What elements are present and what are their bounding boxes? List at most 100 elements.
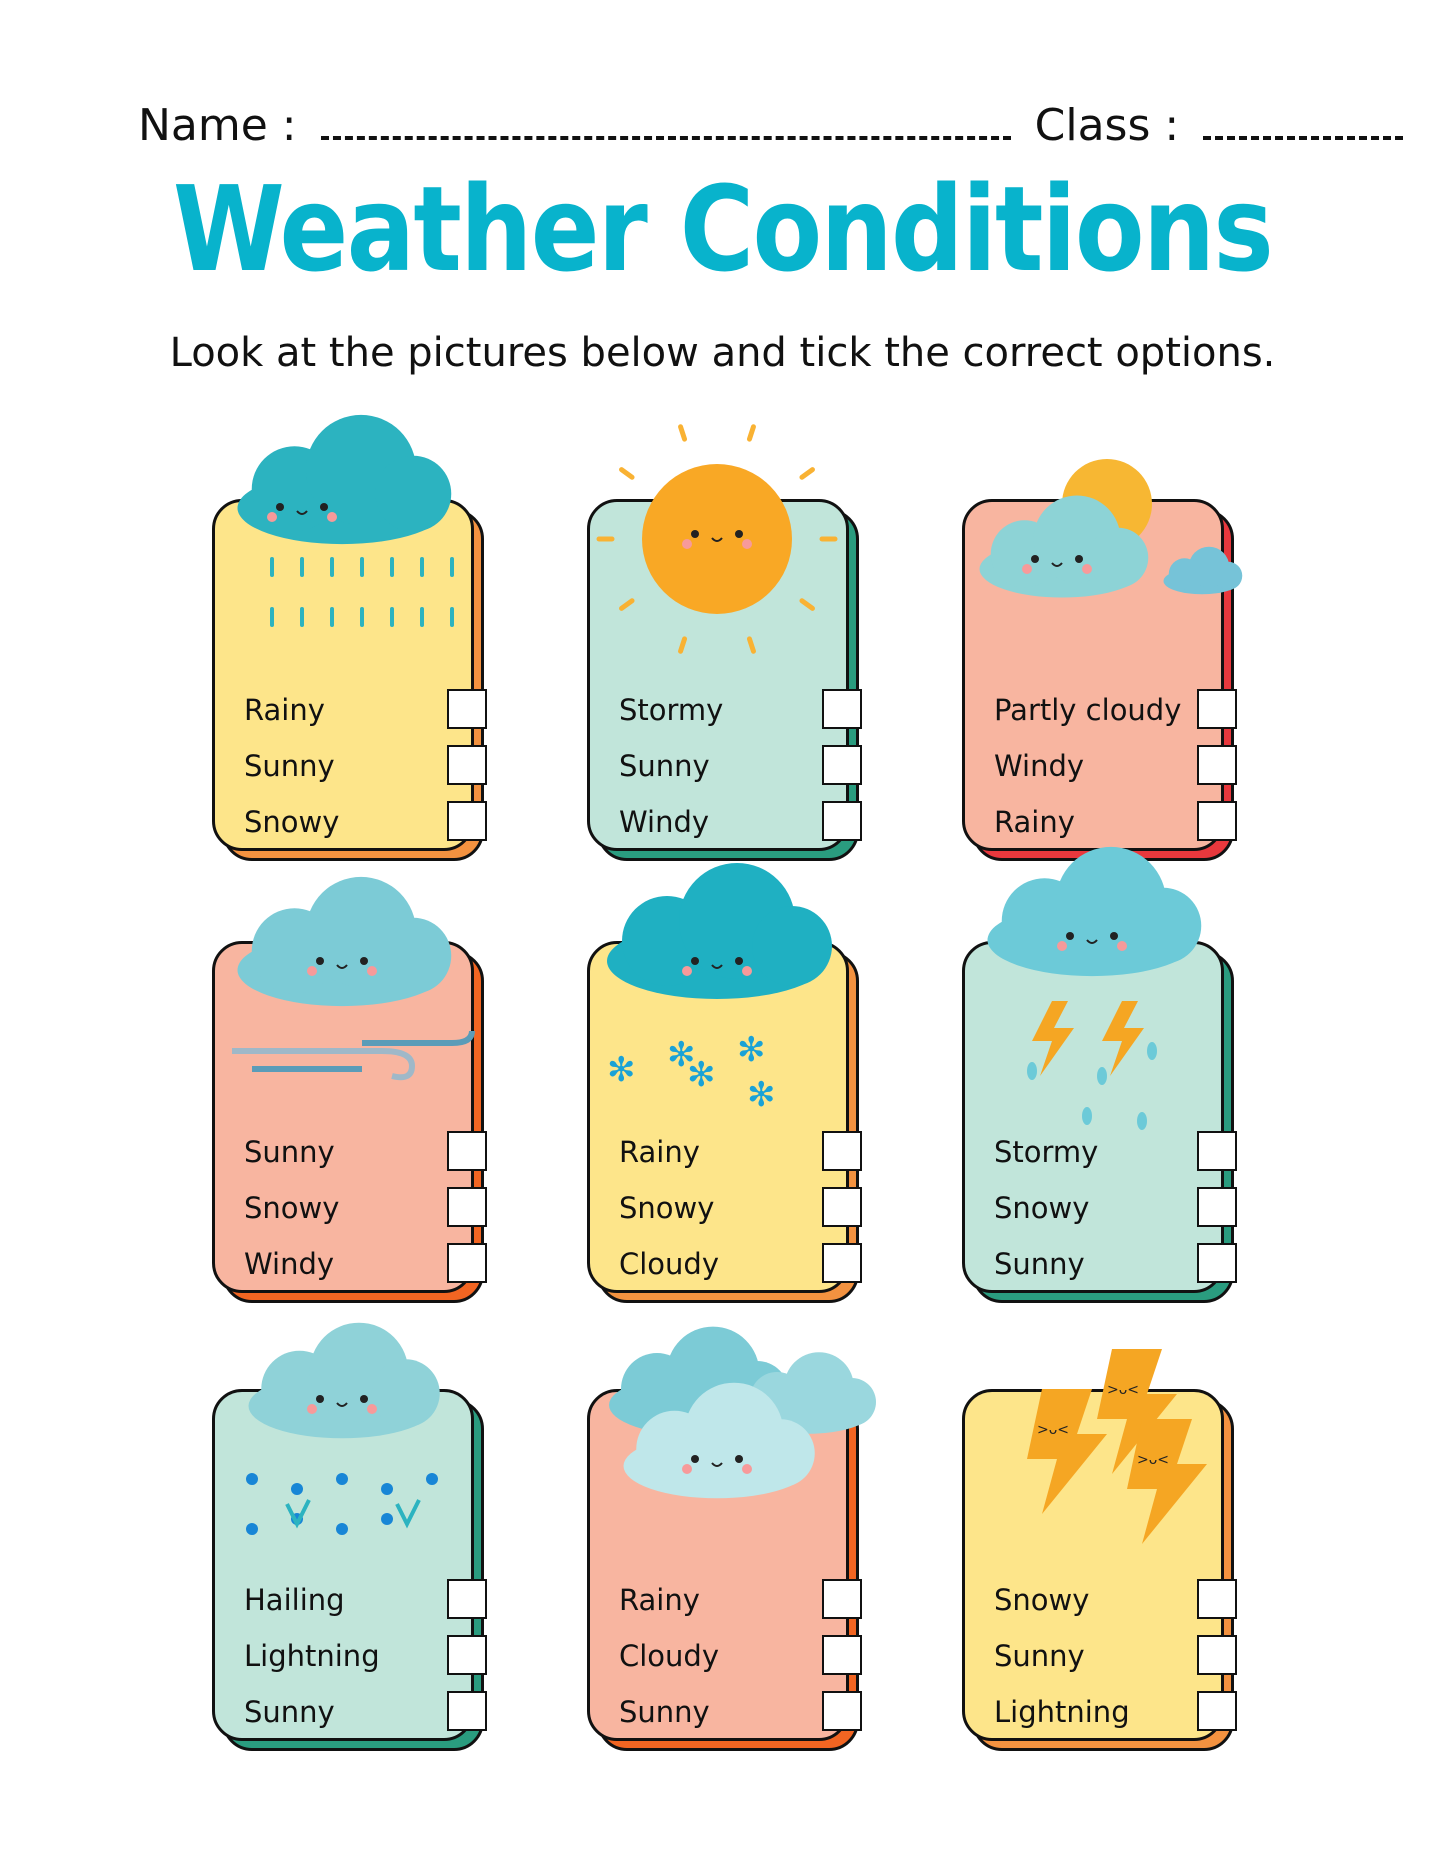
option-row: Windy (994, 745, 1237, 789)
option-row: Snowy (994, 1579, 1237, 1623)
option-row: Windy (619, 801, 862, 845)
option-checkbox[interactable] (447, 1691, 487, 1731)
option-row: Partly cloudy (994, 689, 1237, 733)
class-label: Class : (1034, 100, 1180, 151)
svg-text:>ᴗ<: >ᴗ< (1137, 1452, 1169, 1468)
rain-cloud-icon (237, 414, 454, 627)
card-body (587, 941, 849, 1293)
option-label: Snowy (619, 1191, 715, 1225)
option-label: Cloudy (619, 1247, 719, 1281)
class-field[interactable] (1203, 130, 1404, 140)
option-label: Snowy (244, 1191, 340, 1225)
option-label: Stormy (994, 1135, 1099, 1169)
svg-text:>ᴗ<: >ᴗ< (1107, 1382, 1139, 1398)
option-row: Sunny (619, 745, 862, 789)
option-row: Sunny (244, 1691, 487, 1735)
option-label: Snowy (244, 805, 340, 839)
option-row: Sunny (994, 1243, 1237, 1287)
option-label: Partly cloudy (994, 693, 1182, 727)
option-checkbox[interactable] (1197, 1243, 1237, 1283)
option-checkbox[interactable] (822, 1579, 862, 1619)
student-info-line: Name : Class : (138, 100, 1404, 151)
option-row: Lightning (994, 1691, 1237, 1735)
option-checkbox[interactable] (1197, 1187, 1237, 1227)
option-row: Hailing (244, 1579, 487, 1623)
option-label: Sunny (994, 1639, 1085, 1673)
name-field[interactable] (320, 130, 1011, 140)
lightning-icon: >ᴗ< >ᴗ< >ᴗ< (1027, 1349, 1207, 1544)
option-label: Sunny (244, 1695, 335, 1729)
option-checkbox[interactable] (822, 801, 862, 841)
option-checkbox[interactable] (822, 1187, 862, 1227)
svg-text:>ᴗ<: >ᴗ< (1037, 1422, 1069, 1438)
option-checkbox[interactable] (1197, 745, 1237, 785)
option-row: Lightning (244, 1635, 487, 1679)
snow-cloud-icon: ✻ ✻✻ ✻✻ (607, 863, 832, 1115)
svg-text:✻: ✻ (747, 1075, 776, 1115)
option-row: Cloudy (619, 1635, 862, 1679)
option-label: Snowy (994, 1191, 1090, 1225)
option-checkbox[interactable] (447, 801, 487, 841)
card-body (962, 941, 1224, 1293)
option-label: Windy (994, 749, 1085, 783)
svg-text:✻: ✻ (667, 1035, 696, 1075)
option-checkbox[interactable] (822, 689, 862, 729)
option-row: Sunny (994, 1635, 1237, 1679)
option-row: Snowy (619, 1187, 862, 1231)
weather-card: Rainy Cloudy Sunny (587, 1326, 876, 1751)
option-checkbox[interactable] (1197, 1579, 1237, 1619)
option-label: Rainy (244, 693, 325, 727)
option-checkbox[interactable] (1197, 801, 1237, 841)
option-row: Snowy (994, 1187, 1237, 1231)
option-label: Stormy (619, 693, 724, 727)
svg-text:✻: ✻ (737, 1030, 766, 1070)
option-label: Snowy (994, 1583, 1090, 1617)
instructions: Look at the pictures below and tick the … (169, 330, 1276, 376)
option-checkbox[interactable] (1197, 1691, 1237, 1731)
weather-card: ✻ ✻ ✻ ✻ ✻ Rainy Snowy Cloudy (587, 863, 862, 1303)
option-row: Snowy (244, 801, 487, 845)
option-checkbox[interactable] (1197, 689, 1237, 729)
weather-card: Partly cloudy Windy Rainy (962, 459, 1243, 861)
option-checkbox[interactable] (822, 745, 862, 785)
option-checkbox[interactable] (447, 1635, 487, 1675)
option-checkbox[interactable] (447, 1131, 487, 1171)
weather-card: >ᴗ< >ᴗ< >ᴗ< Snowy Sunny Lightning (962, 1349, 1237, 1751)
weather-card: Stormy Sunny Windy (587, 424, 862, 861)
option-row: Snowy (244, 1187, 487, 1231)
option-label: Sunny (994, 1247, 1085, 1281)
option-row: Stormy (619, 689, 862, 733)
sun-icon (596, 424, 838, 654)
option-row: Rainy (619, 1579, 862, 1623)
option-row: Stormy (994, 1131, 1237, 1175)
option-label: Rainy (994, 805, 1075, 839)
option-row: Cloudy (619, 1243, 862, 1287)
weather-card: Hailing Lightning Sunny (212, 1322, 487, 1751)
option-checkbox[interactable] (822, 1131, 862, 1171)
option-checkbox[interactable] (447, 1187, 487, 1227)
storm-cloud-icon (987, 846, 1202, 1130)
option-checkbox[interactable] (822, 1243, 862, 1283)
option-checkbox[interactable] (447, 745, 487, 785)
option-checkbox[interactable] (447, 689, 487, 729)
option-label: Windy (619, 805, 710, 839)
option-checkbox[interactable] (447, 1243, 487, 1283)
option-row: Rainy (619, 1131, 862, 1175)
option-checkbox[interactable] (822, 1691, 862, 1731)
weather-card: Rainy Sunny Snowy (212, 414, 487, 861)
option-label: Windy (244, 1247, 335, 1281)
option-row: Rainy (244, 689, 487, 733)
option-row: Rainy (994, 801, 1237, 845)
option-label: Hailing (244, 1583, 345, 1617)
page-title: Weather Conditions (172, 160, 1274, 298)
option-label: Sunny (244, 1135, 335, 1169)
option-label: Lightning (994, 1695, 1130, 1729)
option-checkbox[interactable] (822, 1635, 862, 1675)
option-checkbox[interactable] (447, 1579, 487, 1619)
weather-card: Stormy Snowy Sunny (962, 846, 1237, 1303)
option-checkbox[interactable] (1197, 1131, 1237, 1171)
svg-text:✻: ✻ (687, 1055, 716, 1095)
option-label: Sunny (619, 1695, 710, 1729)
clouds-icon (609, 1326, 876, 1499)
option-checkbox[interactable] (1197, 1635, 1237, 1675)
